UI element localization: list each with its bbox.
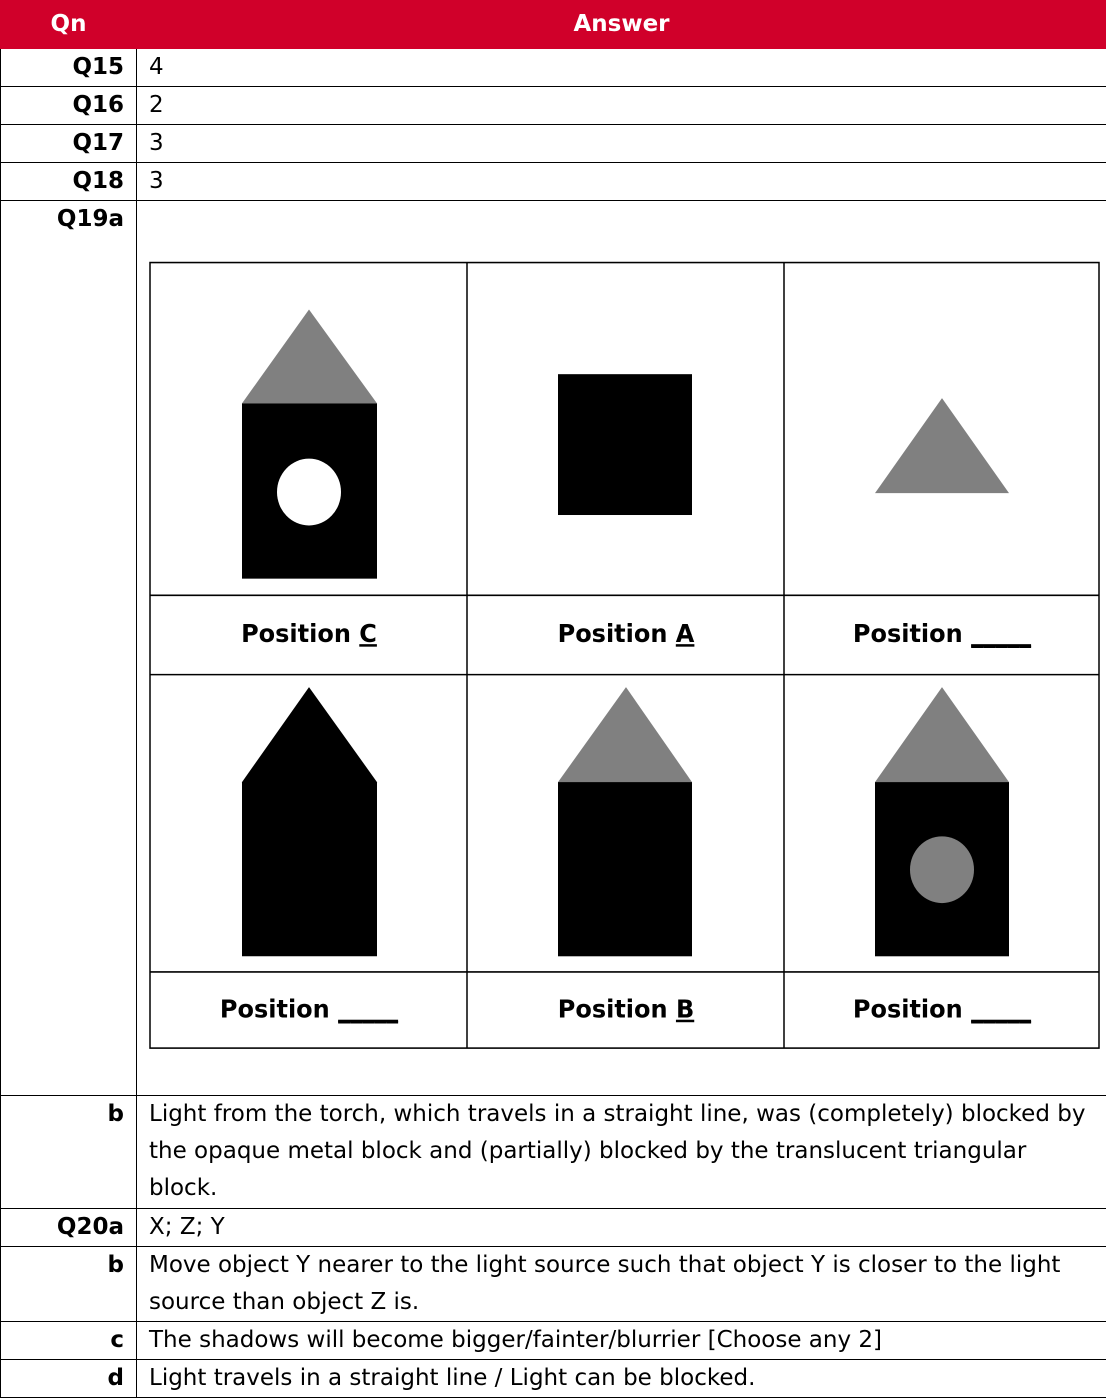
position-word: Position xyxy=(853,994,963,1024)
spot xyxy=(910,836,974,903)
question-cell: Q17 xyxy=(1,125,137,163)
answer-cell: Light from the torch, which travels in a… xyxy=(137,1096,1106,1209)
position-word: Position xyxy=(558,994,668,1024)
answer-cell: 3 xyxy=(137,163,1106,201)
question-cell: c xyxy=(1,1322,137,1360)
block-shadow xyxy=(558,782,692,956)
position-answer: _____ xyxy=(971,619,1032,649)
position-label: Position _____ xyxy=(853,619,1032,649)
answer-cell: Light travels in a straight line / Light… xyxy=(137,1360,1106,1398)
answer-cell: 4 xyxy=(137,49,1106,87)
question-cell: d xyxy=(1,1360,137,1398)
position-label: Position C xyxy=(241,619,377,649)
position-answer: A xyxy=(676,619,695,649)
header-cell: Qn xyxy=(1,1,137,49)
page: Qn Answer Q154Q162Q173Q183Q19a Position C… xyxy=(0,0,1106,1398)
question-cell: Q15 xyxy=(1,49,137,87)
question-cell: b xyxy=(1,1096,137,1209)
position-answer: _____ xyxy=(971,994,1032,1024)
block-shadow xyxy=(558,374,692,515)
question-cell: b xyxy=(1,1247,137,1322)
triangle-shadow xyxy=(875,687,1009,782)
answer-table: Qn Answer Q154Q162Q173Q183Q19a Position C… xyxy=(0,0,1106,1398)
position-word: Position xyxy=(220,994,330,1024)
position-word: Position xyxy=(853,619,963,649)
answer-cell: Move object Y nearer to the light source… xyxy=(137,1247,1106,1322)
question-cell: Q20a xyxy=(1,1209,137,1247)
position-label: Position B xyxy=(558,994,694,1024)
header-cell: Answer xyxy=(137,1,1106,49)
position-answer: _____ xyxy=(338,994,399,1024)
triangle-shadow xyxy=(875,398,1009,493)
question-cell: Q18 xyxy=(1,163,137,201)
position-label: Position _____ xyxy=(853,994,1032,1024)
position-answer: B xyxy=(676,994,694,1024)
position-word: Position xyxy=(558,619,668,649)
triangle-shadow xyxy=(242,309,377,403)
answer-cell: 2 xyxy=(137,87,1106,125)
question-cell: Q19a xyxy=(1,201,137,1096)
hole xyxy=(277,459,341,526)
combined-shadow xyxy=(242,687,377,956)
answer-cell: X; Z; Y xyxy=(137,1209,1106,1247)
header-row: Qn Answer xyxy=(1,1,1106,49)
question-cell: Q16 xyxy=(1,87,137,125)
position-word: Position xyxy=(241,619,351,649)
answer-cell: The shadows will become bigger/fainter/b… xyxy=(137,1322,1106,1360)
position-label: Position _____ xyxy=(220,994,399,1024)
triangle-shadow xyxy=(558,687,692,782)
answer-cell: 3 xyxy=(137,125,1106,163)
position-answer: C xyxy=(359,619,377,649)
position-label: Position A xyxy=(558,619,695,649)
